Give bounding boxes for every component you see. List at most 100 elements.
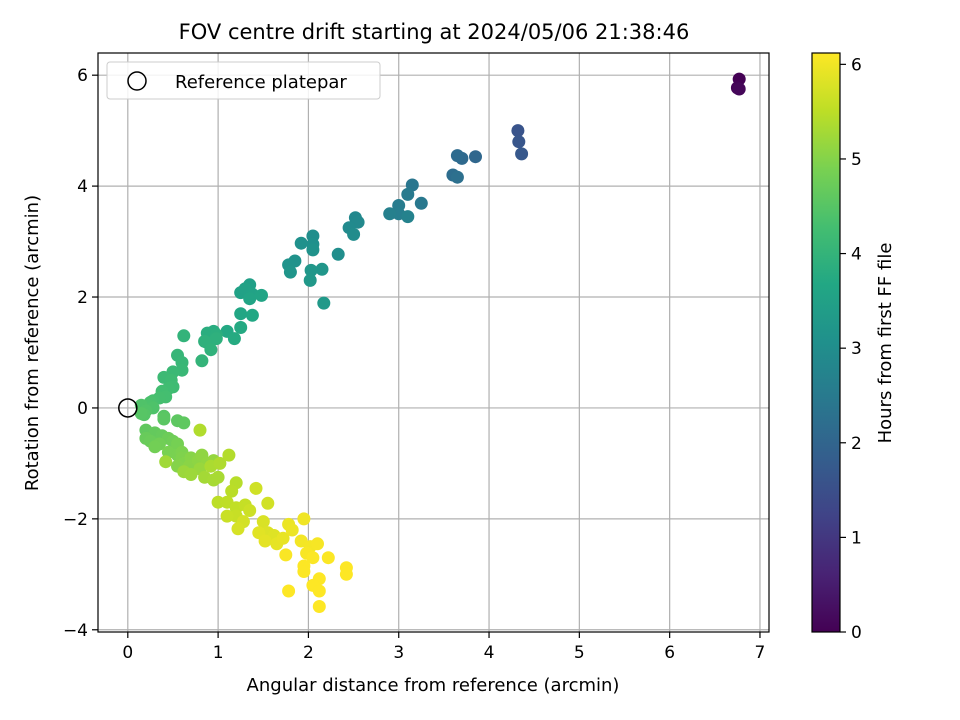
- scatter-point: [347, 227, 361, 241]
- scatter-point: [177, 329, 191, 343]
- scatter-point: [294, 236, 308, 250]
- scatter-point: [306, 243, 320, 257]
- scatter-point: [469, 150, 482, 164]
- scatter-point: [193, 423, 207, 437]
- scatter-point: [297, 512, 311, 526]
- scatter-point: [283, 265, 297, 279]
- plot-area: 0 1 2 3 4 5 6 7 −4 −2 0 2 4 6: [63, 52, 770, 663]
- y-tick-label: 0: [77, 399, 88, 419]
- reference-platepar-marker: [118, 398, 138, 418]
- scatter-point: [195, 354, 209, 368]
- scatter-point: [243, 504, 257, 517]
- x-tick-label: 6: [664, 643, 675, 663]
- scatter-point: [321, 551, 335, 565]
- scatter-point: [227, 332, 241, 346]
- scatter-point: [220, 509, 234, 523]
- legend: Reference platepar: [106, 61, 381, 100]
- scatter-point: [311, 537, 324, 551]
- colorbar-tick-label: 1: [851, 528, 862, 548]
- colorbar-tick-label: 4: [851, 245, 862, 265]
- scatter-points: [134, 72, 746, 613]
- scatter-point: [231, 522, 245, 536]
- colorbar-tick-label: 6: [851, 55, 862, 75]
- scatter-point: [256, 515, 270, 529]
- scatter-point: [306, 551, 320, 565]
- scatter-point: [243, 292, 257, 306]
- scatter-point: [512, 135, 526, 149]
- scatter-point: [177, 416, 191, 430]
- scatter-point: [211, 495, 225, 509]
- x-tick-label: 0: [122, 643, 133, 663]
- x-tick-label: 7: [755, 643, 766, 663]
- scatter-point: [401, 210, 415, 224]
- chart-title: FOV centre drift starting at 2024/05/06 …: [179, 20, 690, 44]
- axis-ticks: 0 1 2 3 4 5 6 7 −4 −2 0 2 4 6: [63, 66, 765, 663]
- y-tick-label: 6: [77, 66, 88, 86]
- scatter-point: [279, 548, 293, 562]
- scatter-point: [450, 170, 464, 184]
- x-tick-label: 3: [393, 643, 404, 663]
- scatter-point: [225, 484, 239, 498]
- scatter-point: [312, 584, 326, 598]
- scatter-point: [258, 534, 272, 548]
- scatter-point: [245, 308, 259, 322]
- x-tick-label: 5: [574, 643, 585, 663]
- scatter-point: [222, 448, 236, 462]
- scatter-point: [159, 455, 173, 469]
- scatter-point: [383, 207, 397, 221]
- scatter-point: [148, 440, 162, 454]
- scatter-point: [211, 470, 225, 484]
- colorbar-ticks: 0 1 2 3 4 5 6: [840, 55, 862, 643]
- scatter-point: [261, 496, 275, 510]
- scatter-point: [331, 247, 345, 261]
- scatter-point: [304, 263, 318, 277]
- scatter-point: [317, 296, 331, 310]
- y-tick-label: 4: [77, 177, 88, 197]
- scatter-point: [255, 288, 268, 302]
- grid: [98, 53, 769, 632]
- x-axis-label: Angular distance from reference (arcmin): [247, 675, 620, 696]
- colorbar-tick-label: 5: [851, 150, 862, 170]
- colorbar-tick-label: 2: [851, 434, 862, 454]
- legend-marker-reference: [127, 71, 147, 91]
- scatter-point: [303, 273, 317, 287]
- scatter-point: [297, 565, 311, 578]
- scatter-point: [184, 468, 198, 481]
- scatter-point: [209, 332, 223, 346]
- scatter-point: [450, 149, 464, 163]
- y-tick-label: 2: [77, 288, 88, 308]
- scatter-point: [234, 321, 248, 334]
- y-axis-label: Rotation from reference (arcmin): [22, 195, 43, 491]
- scatter-point: [414, 196, 428, 210]
- colorbar-label: Hours from first FF file: [875, 243, 896, 444]
- colorbar-gradient: [812, 53, 840, 632]
- scatter-point: [213, 456, 227, 470]
- scatter-point: [511, 124, 525, 138]
- scatter-point: [249, 481, 263, 495]
- scatter-point: [312, 600, 326, 613]
- legend-label-reference: Reference platepar: [175, 72, 347, 93]
- y-tick-label: −4: [63, 621, 88, 641]
- colorbar-tick-label: 3: [851, 339, 862, 359]
- colorbar-frame: [811, 52, 841, 633]
- x-tick-label: 4: [484, 643, 495, 663]
- colorbar: 0 1 2 3 4 5 6 Hours from first FF file: [811, 52, 896, 643]
- scatter-point: [282, 584, 296, 598]
- scatter-point: [515, 147, 529, 161]
- x-tick-label: 1: [213, 643, 224, 663]
- legend-box: [106, 61, 381, 100]
- x-tick-label: 2: [303, 643, 314, 663]
- scatter-point: [285, 523, 299, 537]
- scatter-point: [276, 531, 290, 545]
- y-tick-label: −2: [63, 510, 88, 530]
- scatter-point: [157, 412, 171, 426]
- plot-frame: [97, 52, 770, 633]
- scatter-point: [315, 262, 329, 276]
- scatter-point: [339, 567, 353, 581]
- scatter-point: [732, 82, 746, 96]
- colorbar-tick-label: 0: [851, 623, 862, 643]
- scatter-point: [204, 343, 218, 357]
- scatter-point: [401, 187, 415, 201]
- scatter-point: [234, 307, 248, 321]
